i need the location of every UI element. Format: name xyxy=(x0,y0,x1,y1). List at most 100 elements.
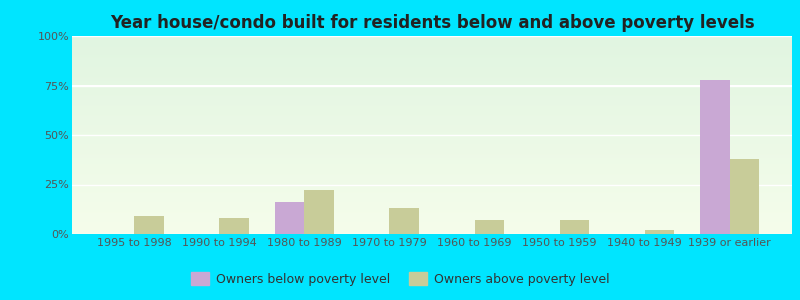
Bar xyxy=(72,68,792,69)
Bar xyxy=(72,124,792,125)
Bar xyxy=(72,228,792,229)
Bar xyxy=(72,82,792,83)
Bar xyxy=(72,157,792,158)
Bar xyxy=(72,181,792,182)
Bar xyxy=(72,93,792,94)
Bar xyxy=(72,131,792,132)
Bar xyxy=(72,80,792,82)
Bar xyxy=(72,58,792,59)
Bar xyxy=(72,171,792,172)
Bar xyxy=(72,92,792,93)
Bar xyxy=(72,67,792,68)
Bar xyxy=(72,64,792,65)
Bar xyxy=(72,133,792,134)
Bar xyxy=(72,107,792,108)
Bar xyxy=(72,207,792,208)
Bar xyxy=(645,230,674,234)
Bar xyxy=(72,41,792,42)
Bar xyxy=(72,217,792,218)
Bar xyxy=(72,209,792,210)
Bar xyxy=(72,219,792,220)
Bar xyxy=(72,52,792,53)
Bar xyxy=(72,78,792,79)
Bar xyxy=(72,104,792,105)
Bar xyxy=(72,85,792,86)
Bar xyxy=(72,199,792,200)
Bar xyxy=(72,49,792,50)
Bar xyxy=(134,216,164,234)
Bar xyxy=(72,127,792,128)
Bar xyxy=(72,145,792,146)
Bar xyxy=(72,60,792,61)
Bar xyxy=(72,168,792,169)
Bar xyxy=(72,46,792,47)
Bar xyxy=(72,162,792,163)
Bar xyxy=(72,98,792,99)
Bar xyxy=(72,223,792,224)
Bar xyxy=(72,195,792,196)
Bar xyxy=(72,142,792,143)
Bar xyxy=(72,134,792,135)
Bar xyxy=(72,113,792,114)
Bar xyxy=(72,85,792,86)
Bar xyxy=(700,80,730,234)
Bar xyxy=(72,75,792,76)
Bar xyxy=(72,150,792,151)
Bar xyxy=(72,72,792,73)
Bar xyxy=(72,43,792,44)
Bar xyxy=(72,36,792,37)
Bar xyxy=(72,233,792,234)
Bar xyxy=(72,61,792,62)
Bar xyxy=(72,205,792,206)
Bar xyxy=(72,214,792,215)
Bar xyxy=(72,105,792,106)
Bar xyxy=(72,172,792,174)
Bar xyxy=(72,79,792,80)
Bar xyxy=(72,48,792,49)
Bar xyxy=(72,192,792,194)
Bar xyxy=(72,200,792,201)
Bar xyxy=(72,108,792,109)
Bar xyxy=(72,51,792,52)
Bar xyxy=(72,136,792,137)
Bar xyxy=(72,53,792,54)
Bar xyxy=(72,146,792,147)
Bar xyxy=(72,56,792,57)
Bar xyxy=(72,216,792,217)
Bar xyxy=(72,232,792,233)
Bar xyxy=(72,197,792,198)
Bar xyxy=(72,55,792,56)
Bar xyxy=(72,47,792,48)
Bar xyxy=(72,116,792,117)
Bar xyxy=(72,102,792,103)
Bar xyxy=(72,50,792,51)
Bar xyxy=(72,114,792,115)
Bar xyxy=(72,88,792,89)
Bar xyxy=(72,170,792,171)
Bar xyxy=(72,175,792,176)
Bar xyxy=(72,176,792,177)
Bar xyxy=(72,202,792,203)
Bar xyxy=(72,123,792,124)
Bar xyxy=(72,213,792,214)
Bar xyxy=(72,119,792,120)
Bar xyxy=(72,160,792,161)
Bar xyxy=(72,37,792,38)
Bar xyxy=(72,187,792,188)
Bar xyxy=(72,39,792,40)
Bar xyxy=(72,147,792,148)
Bar xyxy=(72,179,792,181)
Bar xyxy=(72,130,792,131)
Legend: Owners below poverty level, Owners above poverty level: Owners below poverty level, Owners above… xyxy=(186,267,614,291)
Bar xyxy=(72,94,792,95)
Bar xyxy=(72,125,792,126)
Bar xyxy=(72,141,792,142)
Bar xyxy=(72,89,792,91)
Bar xyxy=(72,159,792,160)
Bar xyxy=(72,164,792,165)
Bar xyxy=(72,120,792,121)
Bar xyxy=(72,177,792,178)
Bar xyxy=(72,103,792,104)
Bar xyxy=(72,224,792,225)
Bar xyxy=(72,169,792,170)
